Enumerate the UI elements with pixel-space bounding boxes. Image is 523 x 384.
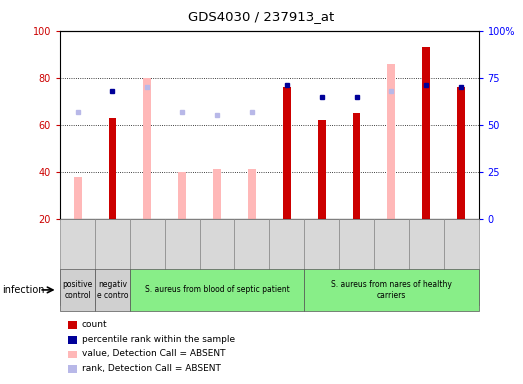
Bar <box>74 177 82 219</box>
Text: infection: infection <box>3 285 45 295</box>
Text: count: count <box>82 320 107 329</box>
Bar <box>143 78 151 219</box>
Bar <box>283 87 291 219</box>
Bar <box>388 64 395 219</box>
Text: positive
control: positive control <box>62 280 93 300</box>
Text: value, Detection Call = ABSENT: value, Detection Call = ABSENT <box>82 349 225 358</box>
Bar <box>178 172 186 219</box>
Text: percentile rank within the sample: percentile rank within the sample <box>82 334 235 344</box>
Bar <box>318 120 325 219</box>
Text: negativ
e contro: negativ e contro <box>97 280 128 300</box>
Text: GDS4030 / 237913_at: GDS4030 / 237913_at <box>188 10 335 23</box>
Bar <box>457 87 465 219</box>
Bar <box>109 118 116 219</box>
Text: S. aureus from blood of septic patient: S. aureus from blood of septic patient <box>145 285 289 295</box>
Bar <box>353 113 360 219</box>
Bar <box>213 169 221 219</box>
Bar <box>248 169 256 219</box>
Text: S. aureus from nares of healthy
carriers: S. aureus from nares of healthy carriers <box>331 280 452 300</box>
Bar <box>423 47 430 219</box>
Text: rank, Detection Call = ABSENT: rank, Detection Call = ABSENT <box>82 364 221 373</box>
